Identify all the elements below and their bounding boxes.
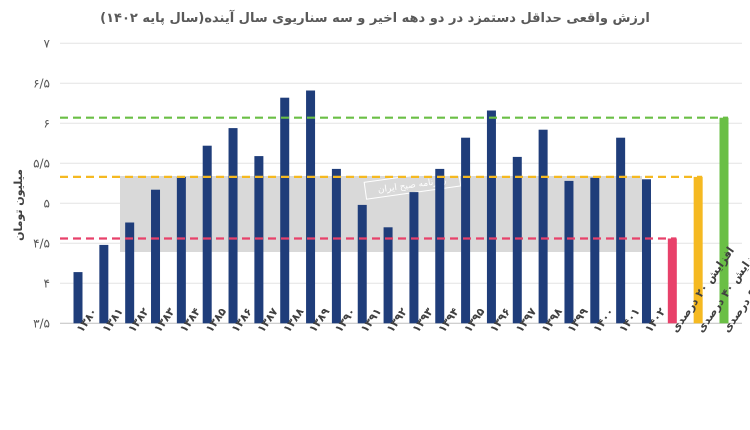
y-axis-label: میلیون تومان: [12, 169, 25, 241]
bars: [73, 90, 729, 324]
bar: [667, 238, 677, 324]
chart-title: ارزش واقعی حداقل دستمزد در دو دهه اخیر و…: [100, 9, 650, 26]
bar: [306, 90, 316, 324]
bar: [564, 180, 574, 324]
bar: [693, 176, 703, 324]
bar: [99, 244, 109, 324]
bar: [486, 110, 496, 324]
y-tick-label: ۵: [44, 196, 50, 210]
y-tick-label: ۴: [44, 276, 50, 290]
reference-lines: [60, 116, 728, 240]
bar: [280, 97, 290, 324]
bar: [202, 145, 212, 324]
bar: [357, 204, 367, 324]
y-tick-label: ۴/۵: [33, 236, 50, 250]
bar: [461, 137, 471, 324]
bar: [73, 272, 83, 324]
bar: [719, 117, 729, 324]
y-tick-label: ۶: [44, 116, 50, 130]
bar: [125, 222, 135, 324]
y-tick-label: ۵/۵: [33, 156, 50, 170]
bar: [641, 179, 651, 324]
y-axis: ۳/۵ ۴ ۴/۵ ۵ ۵/۵ ۶ ۶/۵ ۷: [33, 36, 50, 330]
bar: [435, 168, 445, 324]
bar: [151, 189, 161, 324]
bar: [383, 227, 393, 324]
y-tick-label: ۶/۵: [33, 76, 50, 90]
bar: [331, 168, 341, 324]
bar: [228, 128, 238, 324]
bar: [538, 129, 548, 324]
bar: [616, 137, 626, 324]
y-tick-label: ۳/۵: [33, 316, 50, 330]
bar: [176, 176, 186, 324]
bar: [512, 156, 522, 324]
bar: [254, 156, 264, 324]
y-tick-label: ۷: [44, 36, 51, 50]
bar: [409, 192, 419, 324]
bar: [590, 177, 600, 324]
